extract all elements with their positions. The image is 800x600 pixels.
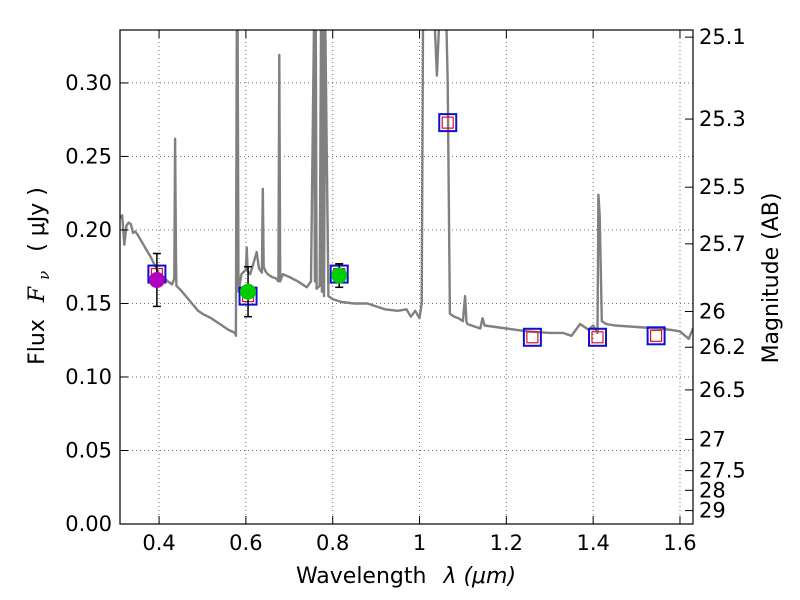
x-axis-label-symbol: λ (μm) (442, 564, 516, 589)
y-tick-label: 0.30 (65, 71, 112, 95)
model-band-square (438, 113, 458, 133)
right-tick-label: 26 (699, 299, 726, 323)
x-axis-label-text: Wavelength (296, 564, 427, 589)
y-tick-label: 0.05 (65, 438, 112, 462)
right-axis-label: Magnitude (AB) (759, 193, 784, 364)
x-tick-label: 1.4 (576, 531, 609, 555)
right-tick-label: 27 (699, 427, 726, 451)
right-tick-label: 27.5 (699, 459, 746, 483)
plot-frame (119, 29, 694, 525)
model-band-square-inner (441, 116, 454, 129)
y-tick-label: 0.15 (65, 291, 112, 315)
y-axis-label-unit: ( μJy ) (25, 187, 50, 252)
observed-point (148, 271, 165, 288)
photometry-layer (147, 113, 666, 347)
x-tick-label: 1.2 (490, 531, 523, 555)
right-tick-label: 25.3 (699, 107, 746, 131)
observed-point (240, 283, 257, 300)
y-axis-label-symbol: F (25, 286, 50, 303)
y-tick-label: 0.00 (65, 512, 112, 536)
y-axis-label: Flux F ν ( μJy ) (25, 187, 55, 365)
right-tick-label: 25.7 (699, 232, 746, 256)
model-band-square (646, 326, 666, 346)
right-tick-label: 25.1 (699, 25, 746, 49)
x-tick-label: 0.6 (229, 531, 262, 555)
y-axis-label-text: Flux (25, 319, 50, 365)
right-tick-label: 25.5 (699, 175, 746, 199)
x-tick-label: 1 (413, 531, 426, 555)
right-tick-label: 29 (699, 499, 726, 523)
x-axis-label: Wavelength λ (μm) (296, 564, 516, 589)
observed-point (331, 267, 348, 284)
axis-ticks: 0.4 0.6 0.8 1 1.2 1.4 1.6 0.00 0.05 0.10 0.15 0.20 0… (65, 25, 746, 555)
model-band-square (588, 327, 607, 347)
model-spectrum-layer (120, 30, 693, 340)
y-axis-label-subscript: ν (35, 271, 53, 280)
x-tick-label: 1.6 (663, 531, 696, 555)
model-band-square-inner (591, 331, 604, 344)
right-tick-label: 26.2 (699, 335, 746, 359)
y-tick-label: 0.20 (65, 218, 112, 242)
y-tick-label: 0.25 (65, 144, 112, 168)
model-band-square-inner (526, 331, 539, 344)
x-tick-label: 0.8 (316, 531, 349, 555)
right-tick-label: 28 (699, 478, 726, 502)
model-band-square-inner (650, 329, 663, 342)
model-band-square (522, 327, 542, 347)
x-tick-label: 0.4 (142, 531, 175, 555)
grid-lines (120, 30, 693, 525)
right-tick-label: 26.5 (699, 378, 746, 402)
y-tick-label: 0.10 (65, 365, 112, 389)
model-spectrum-line (120, 30, 693, 340)
